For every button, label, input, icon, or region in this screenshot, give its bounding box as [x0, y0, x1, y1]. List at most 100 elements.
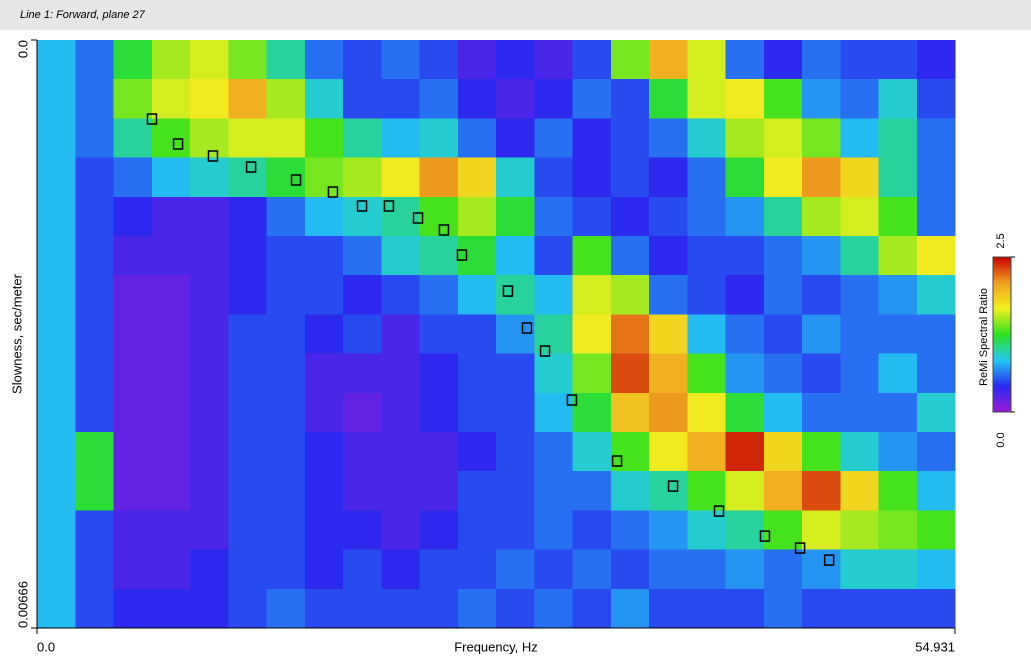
heatmap-cell — [573, 197, 612, 237]
heatmap-cell — [917, 79, 956, 119]
heatmap-cell — [458, 550, 497, 590]
heatmap-cell — [75, 510, 114, 550]
heatmap-cell — [611, 510, 650, 550]
heatmap-cell — [687, 589, 726, 629]
heatmap-cell — [534, 275, 573, 315]
heatmap-cell — [764, 40, 803, 80]
heatmap-cell — [381, 393, 420, 433]
heatmap-cell — [152, 589, 191, 629]
colorbar-label: ReMi Spectral Ratio — [978, 288, 990, 386]
heatmap-cell — [649, 118, 688, 158]
x-tick-label: 54.931 — [915, 639, 955, 654]
heatmap-cell — [75, 550, 114, 590]
y-tick-label: 0.00666 — [15, 581, 30, 628]
heatmap-cell — [305, 354, 344, 394]
heatmap-cell — [726, 236, 765, 276]
heatmap-cell — [37, 118, 76, 158]
heatmap-cell — [190, 510, 229, 550]
heatmap-cell — [687, 471, 726, 511]
heatmap-cell — [917, 236, 956, 276]
heatmap-cell — [152, 393, 191, 433]
heatmap-cell — [305, 510, 344, 550]
heatmap-cell — [458, 197, 497, 237]
heatmap-cell — [420, 158, 459, 198]
heatmap-cell — [190, 589, 229, 629]
heatmap-cell — [381, 471, 420, 511]
heatmap-cell — [840, 432, 879, 472]
heatmap-cell — [764, 275, 803, 315]
heatmap-cell — [726, 275, 765, 315]
heatmap-cell — [840, 510, 879, 550]
heatmap-cell — [802, 236, 841, 276]
heatmap-cell — [75, 275, 114, 315]
heatmap-cell — [420, 354, 459, 394]
heatmap-cell — [687, 118, 726, 158]
heatmap-cell — [534, 589, 573, 629]
heatmap-cell — [75, 158, 114, 198]
colorbar — [993, 257, 1011, 412]
heatmap-cell — [611, 40, 650, 80]
heatmap-cell — [879, 197, 918, 237]
heatmap-cell — [840, 589, 879, 629]
heatmap-cell — [840, 158, 879, 198]
heatmap-cell — [573, 589, 612, 629]
heatmap-cell — [190, 236, 229, 276]
heatmap-cell — [879, 40, 918, 80]
heatmap-cell — [75, 393, 114, 433]
heatmap-cell — [649, 158, 688, 198]
heatmap-cell — [190, 275, 229, 315]
heatmap-cell — [458, 471, 497, 511]
heatmap-cell — [534, 118, 573, 158]
heatmap-cell — [917, 314, 956, 354]
heatmap-cell — [764, 393, 803, 433]
heatmap-cell — [764, 236, 803, 276]
heatmap-cell — [381, 432, 420, 472]
heatmap-cell — [267, 550, 306, 590]
heatmap-cell — [802, 275, 841, 315]
heatmap-cell — [420, 432, 459, 472]
heatmap-cell — [879, 550, 918, 590]
heatmap-cell — [267, 158, 306, 198]
heatmap-cell — [496, 158, 535, 198]
heatmap-cell — [534, 510, 573, 550]
heatmap-cell — [726, 589, 765, 629]
heatmap-cell — [649, 79, 688, 119]
heatmap-cell — [420, 79, 459, 119]
heatmap-cell — [611, 158, 650, 198]
heatmap-cell — [228, 118, 267, 158]
heatmap-cell — [496, 393, 535, 433]
heatmap-cell — [840, 79, 879, 119]
y-tick-label: 0.0 — [15, 40, 30, 58]
heatmap-cell — [726, 471, 765, 511]
heatmap-cell — [37, 550, 76, 590]
heatmap-cell — [458, 432, 497, 472]
heatmap-cell — [228, 471, 267, 511]
heatmap-cell — [114, 510, 153, 550]
heatmap-cell — [534, 40, 573, 80]
colorbar-tick-label: 2.5 — [995, 233, 1007, 248]
heatmap-cell — [802, 40, 841, 80]
heatmap-cell — [420, 40, 459, 80]
heatmap-cell — [75, 471, 114, 511]
heatmap-cell — [611, 236, 650, 276]
y-axis-label: Slowness, sec/meter — [9, 273, 24, 394]
heatmap-cell — [267, 354, 306, 394]
heatmap-cell — [381, 158, 420, 198]
heatmap-cell — [496, 118, 535, 158]
heatmap-cell — [726, 158, 765, 198]
heatmap-cell — [152, 510, 191, 550]
heatmap-cell — [611, 118, 650, 158]
heatmap-cell — [802, 158, 841, 198]
heatmap-cell — [611, 589, 650, 629]
heatmap-cell — [802, 550, 841, 590]
heatmap-cell — [420, 510, 459, 550]
heatmap-cell — [267, 314, 306, 354]
heatmap-cell — [458, 40, 497, 80]
colorbar-tick-label: 0.0 — [995, 432, 1007, 447]
heatmap-cell — [917, 589, 956, 629]
heatmap-cell — [764, 471, 803, 511]
heatmap-cell — [611, 354, 650, 394]
heatmap-cell — [611, 197, 650, 237]
heatmap-cell — [305, 589, 344, 629]
heatmap-cell — [37, 354, 76, 394]
